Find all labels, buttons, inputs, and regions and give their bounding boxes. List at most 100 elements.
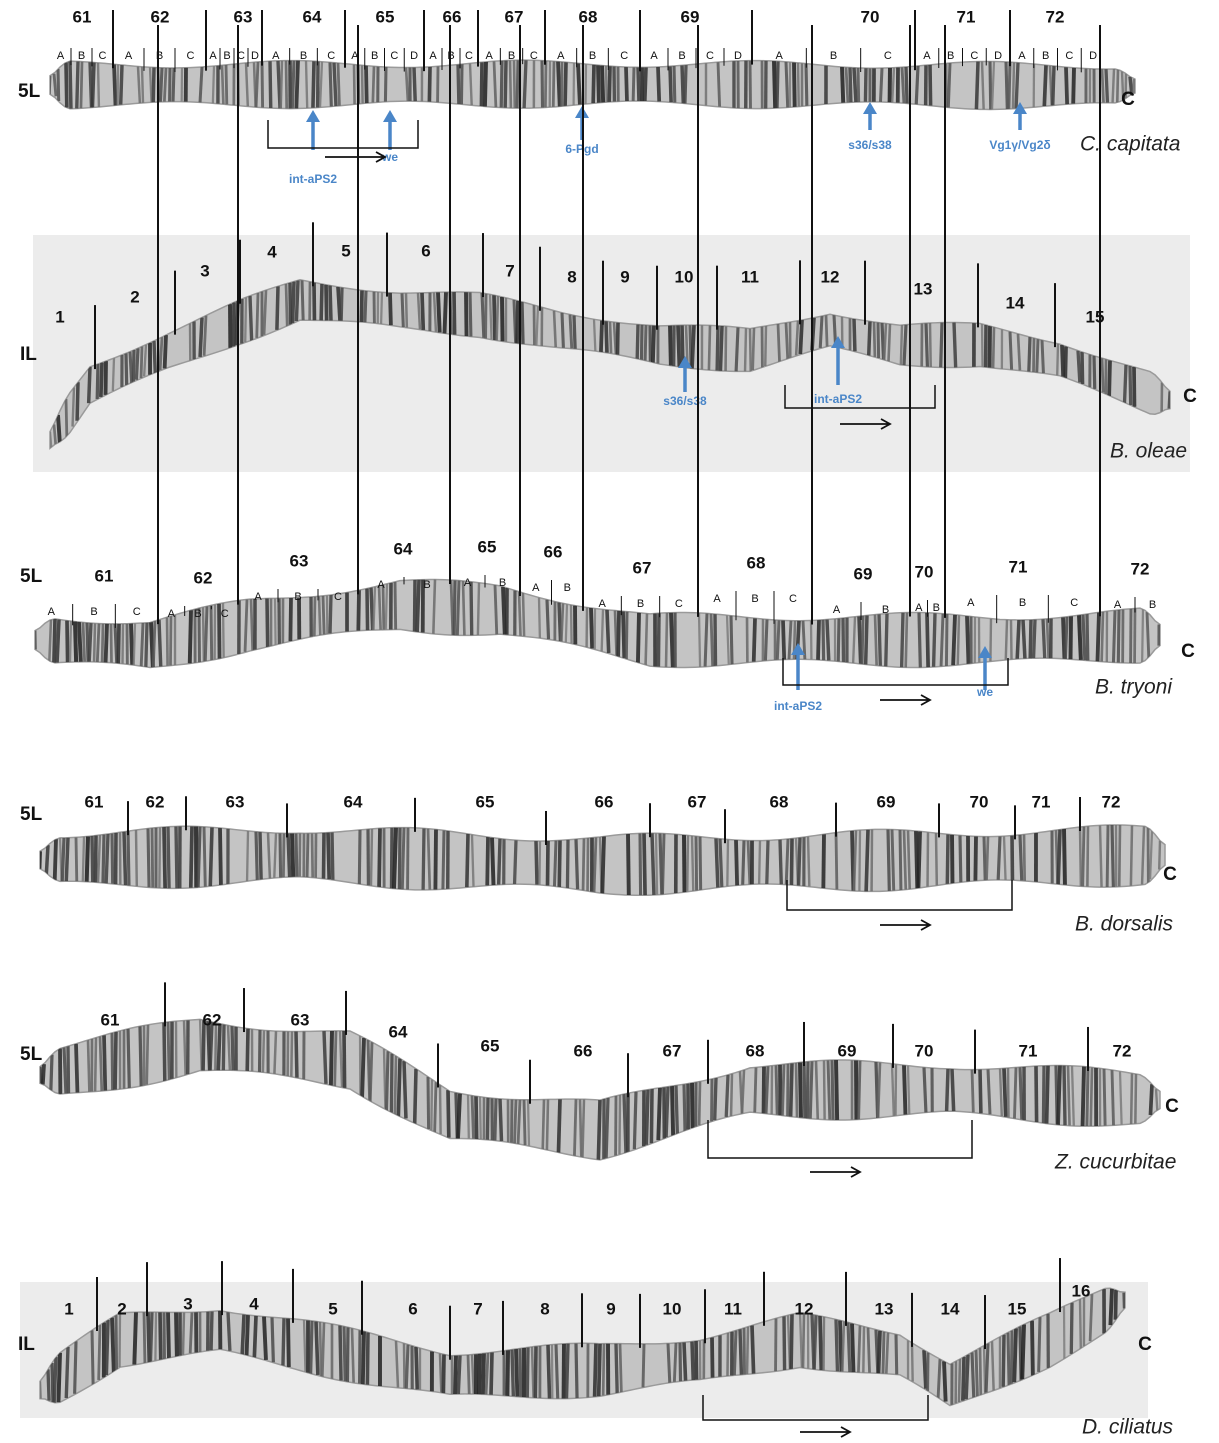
band xyxy=(471,582,472,636)
band xyxy=(804,1062,805,1118)
subdivision-label: A xyxy=(650,50,658,62)
band xyxy=(578,63,580,104)
subdivision-label: B xyxy=(294,591,301,603)
division-label: 72 xyxy=(1131,559,1150,578)
band xyxy=(461,64,462,104)
band xyxy=(886,614,887,667)
band xyxy=(1010,332,1012,370)
band xyxy=(535,1346,536,1398)
band xyxy=(854,68,856,102)
band xyxy=(1083,827,1084,887)
band xyxy=(652,833,654,895)
band xyxy=(457,581,459,636)
band xyxy=(367,589,368,631)
band xyxy=(190,1312,192,1353)
band xyxy=(466,292,467,336)
band xyxy=(66,399,67,437)
band xyxy=(481,62,482,106)
subdivision-label: A xyxy=(915,602,923,614)
division-label: 62 xyxy=(151,7,170,26)
centromere-label: C xyxy=(1181,641,1195,662)
band xyxy=(850,68,851,103)
band xyxy=(720,326,722,371)
division-label: 3 xyxy=(183,1294,192,1313)
direction-arrow xyxy=(810,1167,860,1177)
band xyxy=(614,322,616,354)
band xyxy=(824,1060,825,1119)
band xyxy=(153,67,154,102)
band xyxy=(112,1318,114,1373)
band xyxy=(435,1082,436,1132)
band xyxy=(363,1331,364,1384)
band xyxy=(394,828,396,889)
subdivision-label: B xyxy=(1019,597,1026,609)
band xyxy=(1058,1065,1060,1124)
subdivision-label: C xyxy=(706,50,714,62)
band xyxy=(628,834,629,895)
band xyxy=(570,315,572,349)
band xyxy=(40,1381,41,1398)
subdivision-label: C xyxy=(327,50,335,62)
band xyxy=(272,1317,273,1362)
band xyxy=(50,432,51,449)
arm-label: 5L xyxy=(20,1044,43,1065)
band xyxy=(458,65,459,104)
band xyxy=(1058,830,1060,885)
band xyxy=(967,616,968,664)
band xyxy=(256,832,257,880)
band xyxy=(638,67,639,101)
band xyxy=(491,1352,492,1394)
subdivision-label: A xyxy=(713,593,721,605)
subdivision-label: A xyxy=(125,50,133,62)
band xyxy=(543,1100,544,1150)
band xyxy=(383,585,384,630)
band xyxy=(666,613,667,667)
band xyxy=(767,840,768,884)
band xyxy=(486,1353,488,1395)
band xyxy=(283,1318,284,1366)
band xyxy=(786,323,788,360)
band xyxy=(92,62,94,107)
band xyxy=(653,326,654,363)
band xyxy=(515,840,516,884)
band xyxy=(859,830,860,891)
subdivision-label: C xyxy=(884,50,892,62)
band xyxy=(574,1099,576,1156)
division-label: 7 xyxy=(473,1299,482,1318)
band xyxy=(176,1312,177,1356)
band xyxy=(516,1349,517,1397)
inversion-bracket xyxy=(708,1120,972,1158)
band xyxy=(888,829,889,891)
division-label: 68 xyxy=(746,1041,765,1060)
band xyxy=(160,68,162,102)
division-label: 4 xyxy=(267,242,277,261)
band xyxy=(528,1100,529,1146)
band xyxy=(1080,827,1081,886)
band xyxy=(75,1341,76,1393)
band xyxy=(595,1344,596,1397)
subdivision-label: B xyxy=(1042,50,1049,62)
band xyxy=(731,616,732,665)
band xyxy=(1078,351,1080,383)
band xyxy=(106,1320,108,1375)
band xyxy=(103,835,104,883)
direction-arrow xyxy=(325,152,385,162)
band xyxy=(607,610,609,653)
subdivision-label: B xyxy=(300,50,307,62)
band xyxy=(976,1350,977,1396)
band xyxy=(559,602,560,641)
band xyxy=(924,1067,926,1112)
band xyxy=(1097,612,1099,661)
band xyxy=(478,583,479,635)
band xyxy=(288,1318,289,1367)
band xyxy=(651,1089,652,1143)
band xyxy=(505,61,506,108)
bands xyxy=(40,1019,1157,1159)
band xyxy=(417,580,419,632)
band xyxy=(838,618,839,661)
band xyxy=(726,1075,728,1117)
band xyxy=(104,1035,105,1091)
band xyxy=(602,66,603,103)
band xyxy=(1117,69,1118,102)
subdivision-label: A xyxy=(464,577,472,589)
